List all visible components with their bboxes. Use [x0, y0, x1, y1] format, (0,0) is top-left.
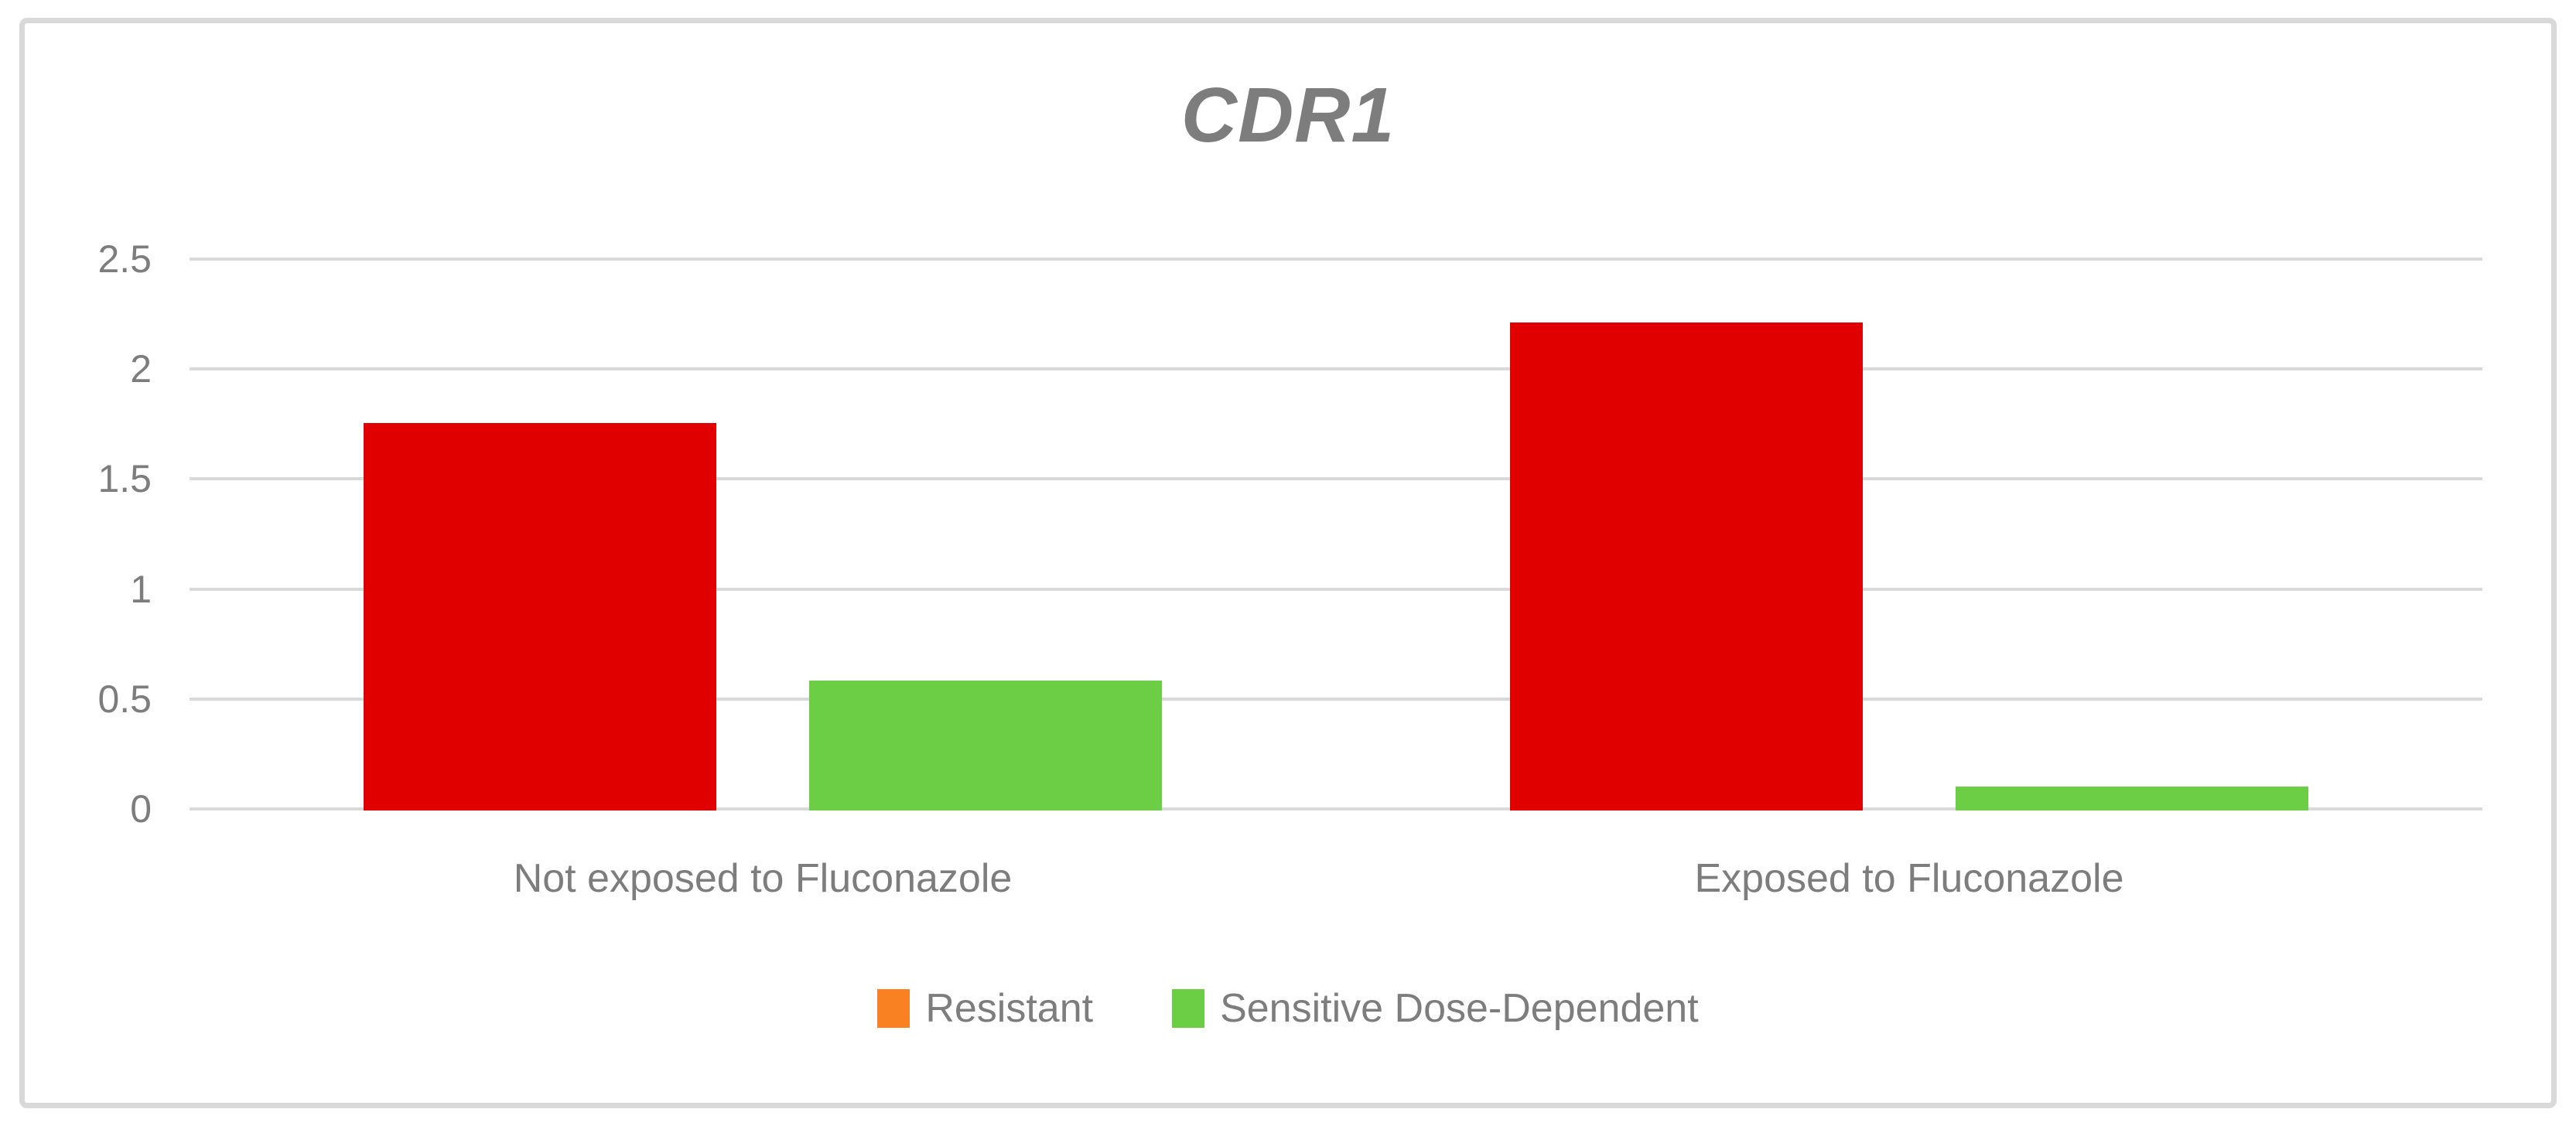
y-tick-label-0: 0: [130, 787, 152, 831]
legend: Resistant Sensitive Dose-Dependent: [19, 985, 2557, 1032]
bar-sensitive-dose-dependent-category-1: [809, 681, 1162, 811]
bar-sensitive-dose-dependent-category-2: [1956, 786, 2308, 811]
y-tick-label-2.5: 2.5: [97, 237, 152, 281]
y-tick-label-2: 2: [130, 347, 152, 391]
legend-item-sensitive-dose-dependent: Sensitive Dose-Dependent: [1172, 985, 1699, 1032]
x-category-label-not-exposed: Not exposed to Fluconazole: [513, 856, 1013, 901]
gridline-y-0.5: [190, 697, 2482, 701]
legend-label-sensitive-dose-dependent: Sensitive Dose-Dependent: [1220, 986, 1699, 1031]
chart-title: CDR1: [1180, 72, 1396, 159]
bar-resistant-category-1: [364, 423, 716, 811]
y-tick-label-1: 1: [130, 567, 152, 611]
legend-label-resistant: Resistant: [925, 986, 1094, 1031]
legend-item-resistant: Resistant: [877, 985, 1093, 1032]
y-tick-label-1.5: 1.5: [97, 457, 152, 501]
gridline-y-0: [190, 807, 2482, 811]
bar-resistant-category-2: [1510, 322, 1863, 811]
x-category-label-exposed: Exposed to Fluconazole: [1694, 856, 2124, 901]
gridline-y-1: [190, 587, 2482, 591]
gridline-y-2.5: [190, 258, 2482, 261]
y-tick-label-0.5: 0.5: [97, 677, 152, 721]
legend-swatch-sensitive-dose-dependent-icon: [1172, 989, 1205, 1028]
gridline-y-2: [190, 367, 2482, 371]
legend-swatch-resistant-icon: [877, 989, 910, 1028]
gridline-y-1.5: [190, 477, 2482, 481]
